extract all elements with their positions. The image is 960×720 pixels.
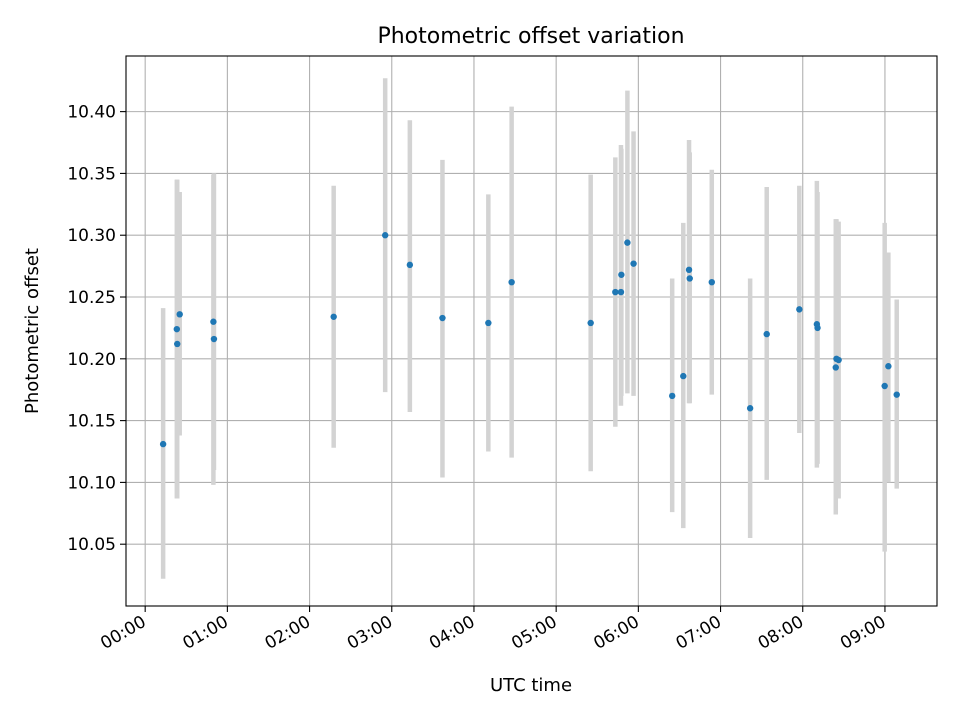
x-tick-label: 01:00: [179, 612, 231, 654]
x-axis-label: UTC time: [490, 675, 572, 696]
data-point: [617, 288, 625, 296]
data-point: [587, 319, 594, 327]
data-point: [630, 260, 637, 267]
data-point: [612, 288, 619, 296]
y-tick-label: 10.25: [67, 288, 116, 308]
data-point: [832, 364, 839, 371]
data-point: [176, 311, 183, 318]
data-point: [439, 314, 446, 322]
data-point: [796, 306, 803, 313]
plot-frame: [125, 55, 938, 607]
data-point: [210, 318, 217, 325]
data-point: [381, 232, 389, 239]
data-point: [173, 325, 181, 333]
x-tick-label: 08:00: [755, 612, 807, 654]
y-tick-label: 10.40: [67, 103, 116, 123]
x-tick-label: 06:00: [590, 612, 642, 654]
data-point: [708, 278, 715, 286]
data-point: [746, 405, 754, 412]
errorbar-layer: [160, 78, 899, 579]
point-layer: [159, 232, 900, 448]
data-point: [686, 275, 693, 282]
x-tick-label: 02:00: [262, 612, 314, 654]
y-axis-ticks: 10.05 10.10 10.15 10.20 10.25 10.30 10.35 10.40: [67, 103, 126, 555]
data-point: [668, 392, 676, 400]
x-tick-label: 00:00: [97, 612, 149, 654]
chart-title: Photometric offset variation: [377, 24, 684, 49]
grid-layer: [126, 56, 937, 606]
data-point: [485, 319, 492, 327]
data-point: [893, 391, 900, 398]
y-axis-label: Photometric offset: [22, 248, 43, 414]
data-point: [618, 271, 625, 278]
x-tick-label: 03:00: [344, 612, 396, 654]
data-point: [508, 278, 515, 286]
data-point: [406, 261, 414, 269]
y-tick-label: 10.20: [67, 350, 116, 370]
data-point: [885, 363, 892, 370]
x-axis-ticks: 00:00 01:00 02:00 03:00 04:00 05:00 06:00 07:00…: [97, 606, 889, 654]
data-point: [330, 313, 337, 320]
y-tick-label: 10.05: [67, 535, 116, 555]
y-tick-label: 10.15: [67, 412, 116, 432]
data-point: [763, 330, 770, 338]
y-tick-label: 10.30: [67, 226, 116, 246]
x-tick-label: 05:00: [508, 612, 560, 654]
data-point: [835, 356, 842, 364]
data-point: [624, 239, 631, 246]
data-point: [210, 335, 218, 343]
x-tick-label: 04:00: [426, 612, 478, 654]
y-tick-label: 10.10: [67, 473, 116, 493]
data-point: [680, 372, 687, 380]
data-point: [814, 324, 821, 332]
data-point: [159, 440, 167, 448]
x-tick-label: 07:00: [673, 612, 725, 654]
data-point: [174, 340, 181, 348]
x-tick-label: 09:00: [837, 612, 889, 654]
y-tick-label: 10.35: [67, 164, 116, 184]
data-point: [881, 382, 888, 390]
data-point: [685, 266, 693, 274]
